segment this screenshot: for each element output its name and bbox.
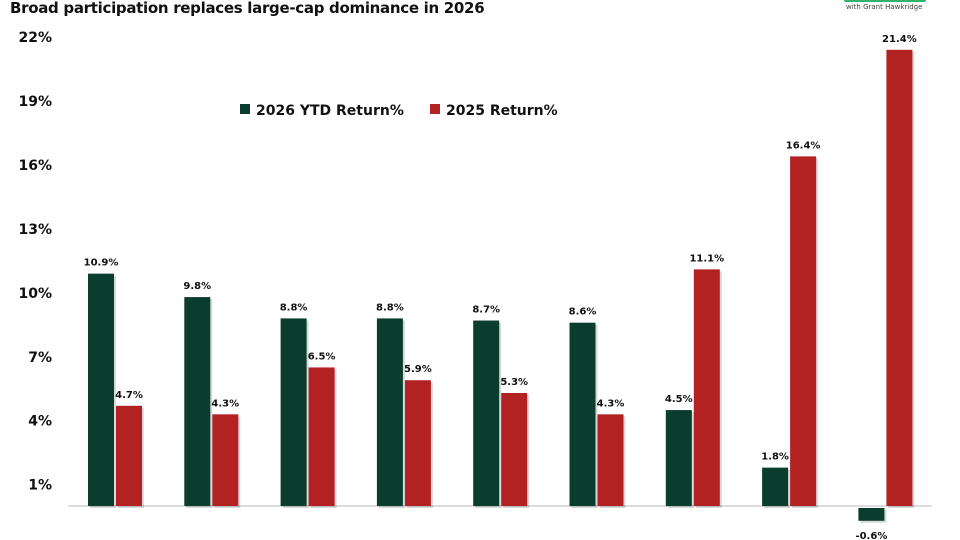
- bar-2026: [376, 318, 403, 506]
- data-label: 8.7%: [472, 305, 500, 316]
- data-label: 11.1%: [689, 253, 724, 264]
- bar-2025: [308, 367, 335, 506]
- bar-2025: [116, 405, 142, 506]
- data-label: 6.5%: [308, 351, 336, 362]
- bar-2026: [473, 320, 500, 506]
- data-label: 4.5%: [665, 394, 693, 405]
- bar-2026: [88, 273, 114, 506]
- logo-subtitle: with Grant Hawkridge: [846, 3, 923, 11]
- bar-2025: [886, 49, 913, 507]
- data-label: 16.4%: [786, 140, 821, 151]
- y-tick-label: 7%: [28, 350, 52, 366]
- bar-2025: [212, 414, 239, 506]
- logo-wordmark: [844, 0, 926, 2]
- data-label: 10.9%: [84, 258, 119, 269]
- bar-2026: [858, 508, 885, 521]
- bar-2026: [569, 322, 596, 506]
- y-tick-label: 4%: [28, 414, 52, 430]
- bar-2026: [762, 467, 789, 506]
- legend-label: 2025 Return%: [446, 103, 558, 119]
- legend-swatch: [240, 104, 250, 114]
- y-tick-label: 19%: [18, 94, 52, 110]
- y-tick-label: 16%: [18, 158, 52, 174]
- data-label: -0.6%: [855, 531, 887, 540]
- data-label: 8.8%: [376, 302, 404, 313]
- bar-2026: [665, 410, 692, 506]
- y-tick-label: 1%: [28, 478, 52, 494]
- data-label: 8.6%: [569, 307, 597, 318]
- bar-2025: [597, 414, 624, 506]
- data-label: 4.3%: [597, 398, 625, 409]
- legend-label: 2026 YTD Return%: [256, 103, 404, 119]
- data-label: 8.8%: [280, 302, 308, 313]
- data-label: 21.4%: [882, 34, 917, 45]
- data-label: 4.7%: [115, 390, 143, 401]
- data-label: 5.3%: [500, 377, 528, 388]
- y-tick-label: 22%: [18, 30, 52, 46]
- brand-logo: with Grant Hawkridge: [840, 0, 930, 14]
- bar-2025: [790, 156, 817, 506]
- bar-2025: [404, 380, 431, 506]
- y-tick-label: 13%: [18, 222, 52, 238]
- bar-2026: [280, 318, 307, 506]
- data-label: 4.3%: [211, 398, 239, 409]
- data-label: 5.9%: [404, 364, 432, 375]
- bar-2025: [693, 269, 720, 506]
- legend-swatch: [430, 104, 440, 114]
- bar-2026: [184, 297, 211, 506]
- data-label: 1.8%: [761, 452, 789, 463]
- bar-2025: [501, 393, 528, 506]
- data-label: 9.8%: [183, 281, 211, 292]
- y-tick-label: 10%: [18, 286, 52, 302]
- chart-title: Broad participation replaces large-cap d…: [10, 0, 485, 17]
